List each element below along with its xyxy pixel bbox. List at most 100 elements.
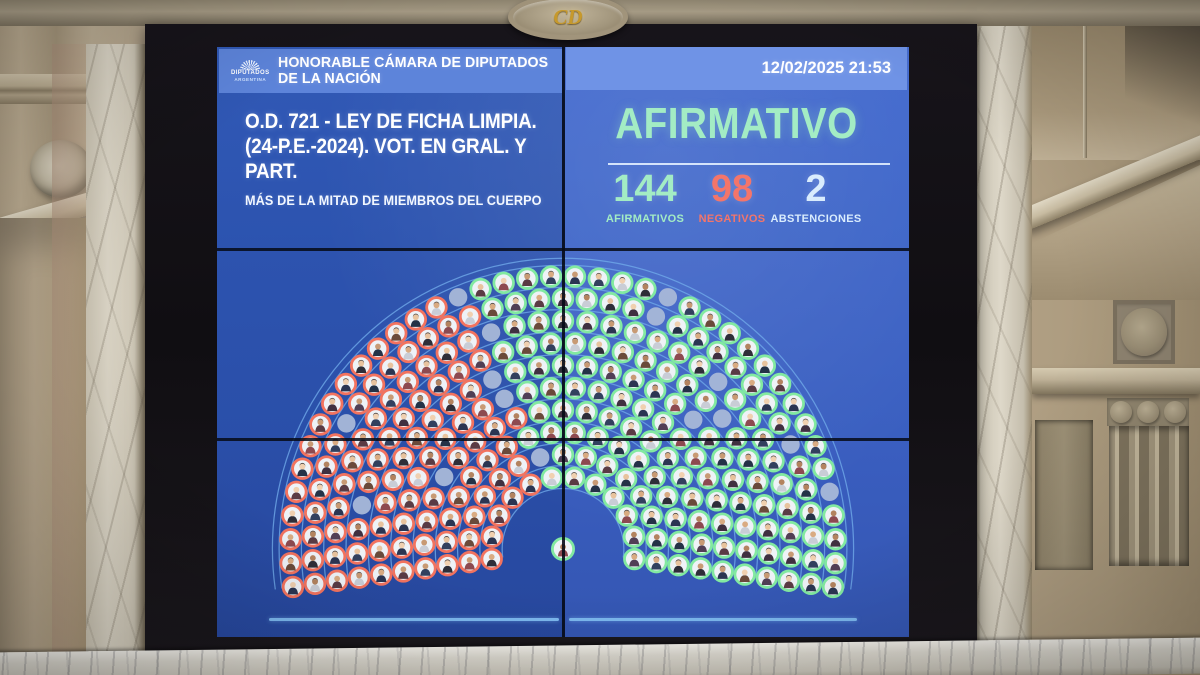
seat — [788, 455, 811, 478]
seat — [562, 466, 586, 490]
seat — [733, 515, 757, 538]
seat — [415, 355, 438, 378]
seat — [516, 380, 539, 403]
seat — [645, 550, 668, 574]
seat — [575, 355, 599, 379]
seat — [668, 530, 691, 554]
seat — [684, 446, 707, 469]
seat — [301, 525, 325, 548]
seat — [396, 370, 420, 394]
seat — [681, 487, 704, 510]
seat — [623, 547, 646, 571]
seat — [779, 545, 803, 568]
seat — [308, 478, 332, 501]
seat — [706, 340, 729, 364]
seat — [619, 416, 643, 440]
seat — [586, 426, 609, 449]
seat — [503, 314, 526, 338]
seat — [483, 416, 507, 440]
panel-seam-vertical — [562, 47, 565, 637]
seat — [515, 335, 538, 358]
seat — [610, 387, 633, 411]
seat — [299, 434, 322, 458]
seat — [459, 379, 483, 402]
seat — [655, 360, 679, 383]
seat — [397, 340, 420, 364]
seat — [596, 454, 619, 477]
seat — [696, 466, 719, 490]
seat — [824, 551, 847, 575]
seat — [664, 507, 687, 530]
seat — [729, 491, 752, 514]
seat — [733, 563, 756, 586]
seat — [801, 548, 825, 572]
seat — [463, 505, 486, 528]
seat — [392, 446, 415, 470]
seat — [437, 315, 460, 338]
seat — [301, 548, 325, 572]
seat — [575, 400, 598, 424]
seat — [599, 360, 622, 384]
seat — [666, 315, 689, 338]
seat — [530, 448, 550, 467]
seat — [708, 372, 728, 392]
seat — [599, 291, 622, 315]
seat — [458, 305, 482, 328]
seat — [611, 340, 635, 364]
seat — [710, 512, 734, 535]
seat — [321, 392, 344, 415]
seat — [721, 468, 745, 492]
seat — [341, 450, 364, 473]
seat — [416, 327, 440, 350]
count-value: 144 — [613, 168, 677, 210]
seat — [574, 446, 598, 469]
seat — [812, 457, 835, 480]
seat — [346, 518, 370, 541]
seat — [325, 569, 349, 592]
seat — [458, 550, 481, 574]
seat — [368, 539, 391, 562]
seat — [670, 465, 694, 489]
seat — [407, 466, 430, 490]
diputados-logo: DIPUTADOS ARGENTINA — [231, 59, 270, 83]
seat — [575, 288, 598, 311]
seat — [822, 504, 845, 527]
count-label: NEGATIVOS — [698, 213, 766, 225]
seat — [334, 372, 358, 396]
seat — [643, 379, 667, 402]
count-value: 2 — [805, 168, 827, 210]
seat — [349, 354, 373, 377]
seat — [435, 530, 458, 554]
seat — [337, 414, 356, 433]
seat — [480, 547, 503, 571]
seat — [663, 392, 687, 415]
seat — [587, 380, 610, 403]
seat — [643, 465, 666, 489]
seat — [422, 487, 445, 510]
seat — [434, 467, 454, 487]
datetime: 12/02/2025 21:53 — [761, 59, 891, 77]
seat — [631, 397, 655, 421]
seat — [392, 512, 416, 535]
seat — [333, 473, 356, 496]
seat — [676, 373, 699, 397]
seat — [404, 308, 428, 331]
seat — [776, 496, 799, 520]
seat — [439, 392, 463, 415]
floor-line-left — [269, 618, 559, 621]
marble-strip — [52, 44, 88, 674]
seat — [587, 267, 610, 290]
outcome-label: AFIRMATIVO — [615, 99, 858, 148]
seat — [658, 288, 678, 307]
seat — [473, 485, 497, 508]
seat — [651, 411, 675, 434]
seat — [694, 389, 717, 412]
seat — [357, 470, 380, 494]
seat — [614, 467, 638, 491]
seat — [598, 406, 621, 430]
seat — [539, 265, 563, 288]
hemicycle-seat-map — [271, 257, 855, 599]
seat — [615, 504, 638, 527]
seat — [563, 332, 587, 355]
seat — [425, 296, 448, 319]
